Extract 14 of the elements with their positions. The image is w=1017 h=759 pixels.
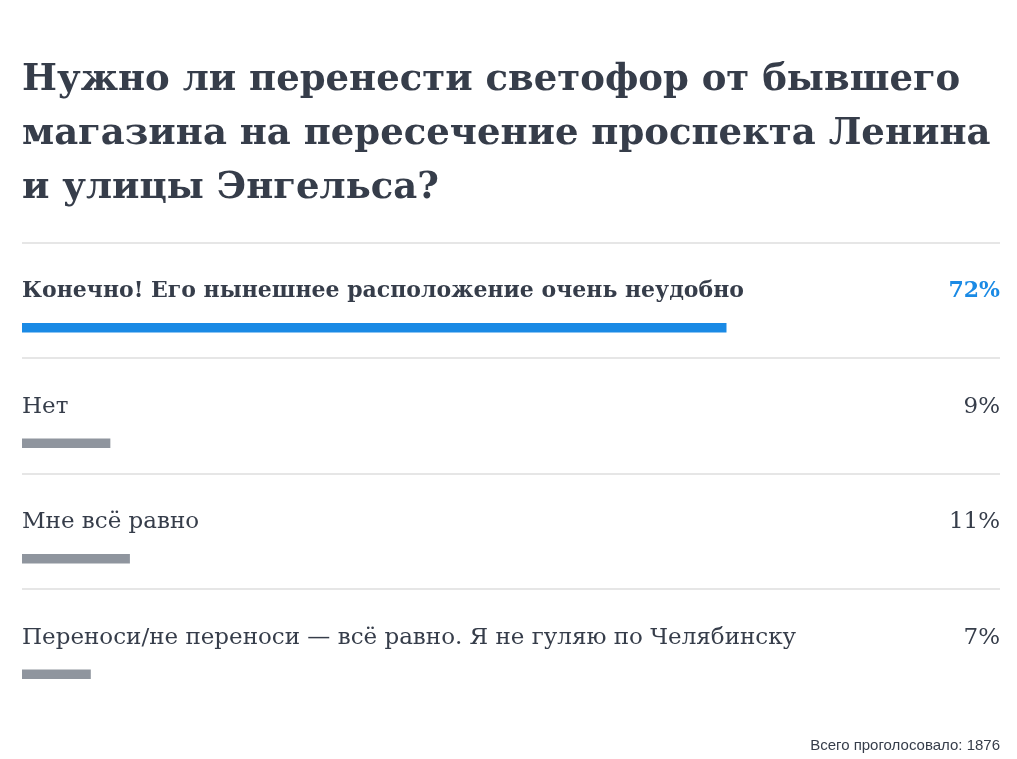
data-label: 72% [948, 276, 1001, 303]
bar [22, 553, 130, 564]
y-tick-label: Мне всё равно [22, 507, 200, 534]
bar [22, 438, 111, 449]
y-tick-label: Переноси/не переноси — всё равно. Я не гуляю по Челябинску [22, 622, 797, 649]
data-label: 11% [948, 507, 1000, 534]
bar [22, 669, 91, 680]
y-tick-label: Конечно! Его нынешнее расположение очень неудобно [22, 276, 744, 303]
chart-title: Нужно ли перенести светофор от бывшего магазина на пересечение проспекта Ленина и улицы Энгельса? [22, 54, 992, 209]
data-label: 7% [963, 622, 1000, 649]
text: Всего проголосовало: 1876 [810, 736, 1000, 753]
bar [22, 322, 727, 333]
y-tick-label: Нет [22, 391, 69, 418]
data-label: 9% [963, 391, 1000, 418]
